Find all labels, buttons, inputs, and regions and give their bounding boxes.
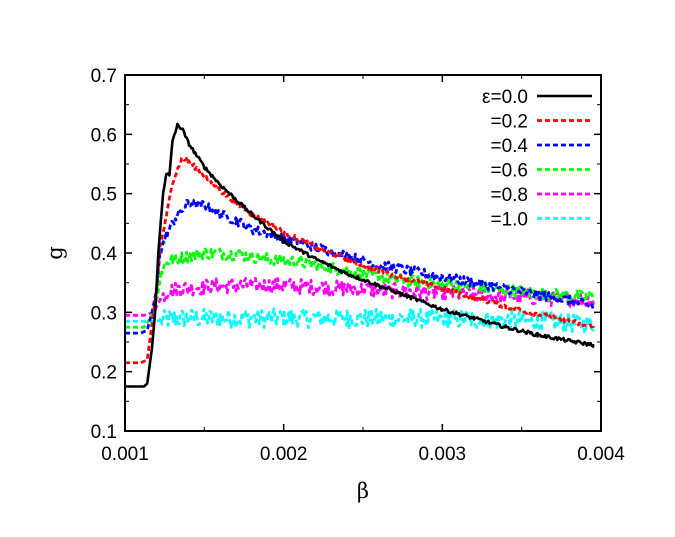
y-tick-label: 0.6	[91, 125, 117, 146]
y-axis-ticks: 0.1 0.2 0.3 0.4 0.5 0.6 0.7	[91, 66, 601, 443]
x-tick-label: 0.003	[419, 444, 467, 465]
series-line-1	[124, 156, 595, 365]
series-line-4	[124, 277, 595, 317]
legend-label-1: =0.2	[490, 112, 528, 133]
legend-label-0: ε=0.0	[482, 87, 528, 108]
legend-label-5: =1.0	[490, 210, 528, 231]
legend-label-4: =0.8	[490, 185, 528, 206]
series-line-0	[124, 122, 595, 388]
x-axis-title: β	[357, 479, 369, 503]
plot-frame	[124, 74, 602, 432]
y-tick-label: 0.3	[91, 303, 117, 324]
legend: ε=0.0 =0.2 =0.4 =0.6 =0.8 =1.0	[482, 87, 592, 231]
legend-label-2: =0.4	[490, 136, 528, 157]
y-tick-label: 0.7	[91, 66, 117, 87]
x-tick-label: 0.004	[577, 444, 625, 465]
x-tick-label: 0.002	[260, 444, 308, 465]
legend-label-3: =0.6	[490, 161, 528, 182]
y-tick-label: 0.4	[91, 244, 118, 265]
series-line-2	[124, 198, 595, 335]
x-axis-ticks: 0.001 0.002 0.003 0.004	[101, 75, 625, 465]
series-line-3	[124, 247, 595, 329]
y-axis-title: g	[43, 246, 67, 259]
x-tick-label: 0.001	[101, 444, 149, 465]
y-tick-label: 0.5	[91, 185, 117, 206]
series-layer	[124, 122, 595, 388]
y-tick-label: 0.2	[91, 363, 117, 384]
y-tick-label: 0.1	[91, 422, 117, 443]
series-line-5	[124, 307, 595, 335]
